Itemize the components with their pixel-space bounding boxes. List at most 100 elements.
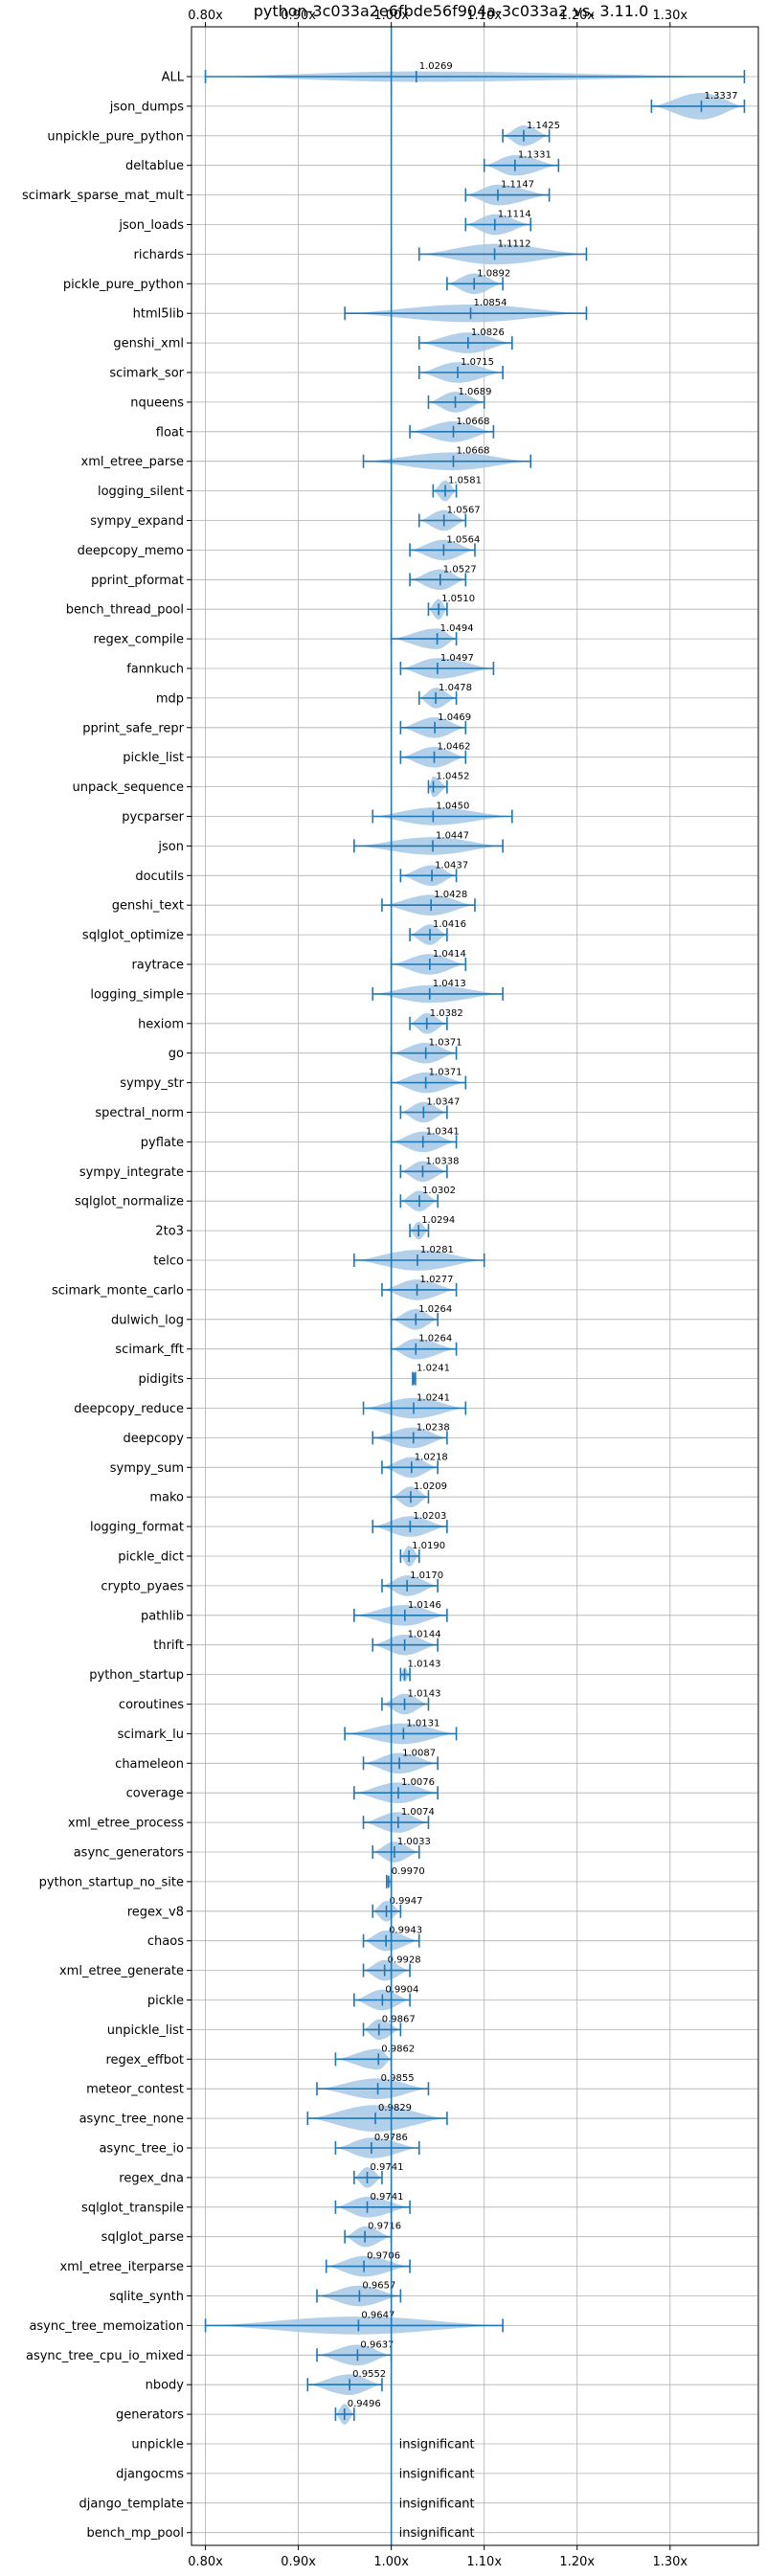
benchmark-label: dulwich_log — [111, 1313, 184, 1327]
benchmark-label: django_template — [79, 2497, 184, 2511]
value-label: 1.0076 — [401, 1777, 435, 1788]
benchmark-label: scimark_lu — [118, 1728, 184, 1742]
benchmark-label: pycparser — [122, 810, 184, 825]
value-label: 1.0715 — [461, 357, 494, 368]
value-label: 1.0143 — [408, 1660, 441, 1670]
value-label: 1.0238 — [417, 1422, 450, 1433]
value-label: 0.9862 — [381, 2044, 415, 2054]
value-label: 0.9657 — [362, 2281, 395, 2292]
value-label: 1.0144 — [408, 1630, 441, 1640]
chart-title: python-3c033a2e6fbde56f904a-3c033a2 vs. … — [254, 2, 649, 20]
benchmark-label: float — [156, 425, 184, 440]
benchmark-label: scimark_sor — [109, 367, 184, 381]
value-label: 1.0462 — [437, 742, 470, 753]
value-label: 1.0668 — [456, 417, 489, 427]
value-label: 0.9496 — [348, 2399, 381, 2409]
value-label: 1.0264 — [418, 1304, 452, 1315]
value-label: 0.9647 — [361, 2310, 394, 2320]
value-label: 1.0347 — [426, 1097, 460, 1108]
benchmark-label: coverage — [126, 1787, 184, 1801]
benchmark-label: pickle_pure_python — [63, 278, 184, 292]
value-label: 1.0203 — [413, 1511, 446, 1522]
value-label: 1.0087 — [402, 1748, 436, 1758]
x-tick-label-top: 1.30x — [652, 9, 687, 23]
value-label: 0.9947 — [390, 1896, 423, 1907]
value-label: 1.1425 — [527, 121, 560, 131]
value-label: 1.0437 — [435, 860, 468, 870]
value-label: 1.0854 — [474, 298, 507, 308]
value-label: 1.0567 — [447, 506, 481, 516]
value-label: 0.9970 — [392, 1866, 425, 1877]
value-label: 1.0241 — [417, 1393, 450, 1404]
benchmark-label: regex_compile — [93, 633, 184, 647]
benchmark-label: deltablue — [125, 159, 184, 173]
value-label: 1.0447 — [436, 830, 469, 841]
benchmark-label: async_tree_none — [79, 2113, 184, 2127]
x-tick-label-top: 1.00x — [373, 9, 409, 23]
benchmark-label: coroutines — [119, 1698, 184, 1712]
plot-frame — [191, 26, 759, 2546]
benchmark-label: deepcopy_reduce — [74, 1402, 184, 1416]
value-label: 1.0469 — [438, 712, 471, 723]
benchmark-label: pidigits — [139, 1372, 185, 1387]
value-label: 1.0689 — [459, 387, 492, 397]
benchmark-label: pprint_pformat — [91, 574, 184, 588]
benchmark-label: genshi_xml — [113, 337, 184, 351]
benchmark-label: xml_etree_iterparse — [59, 2260, 184, 2274]
insignificant-label: insignificant — [399, 2438, 475, 2452]
benchmark-label: pyflate — [141, 1136, 184, 1150]
benchmark-label: xml_etree_process — [68, 1817, 184, 1831]
value-label: 1.0450 — [436, 802, 469, 812]
insignificant-label: insignificant — [399, 2526, 475, 2541]
value-label: 1.1147 — [501, 180, 534, 191]
benchmark-label: pathlib — [141, 1609, 184, 1623]
benchmark-label: pickle — [147, 1994, 184, 2008]
value-label: 1.0428 — [434, 890, 467, 900]
benchmark-label: html5lib — [133, 307, 184, 322]
benchmark-label: chameleon — [115, 1757, 184, 1772]
benchmark-label: sqlglot_normalize — [75, 1195, 184, 1209]
x-tick-label-bottom: 0.90x — [281, 2555, 316, 2569]
benchmark-label: pickle_dict — [118, 1550, 184, 1565]
benchmark-label: crypto_pyaes — [101, 1579, 184, 1593]
benchmark-label: scimark_fft — [115, 1343, 184, 1357]
value-label: 0.9855 — [381, 2073, 415, 2084]
benchmark-label: telco — [153, 1254, 184, 1269]
x-tick-label-top: 0.90x — [281, 9, 316, 23]
value-label: 1.0294 — [421, 1215, 455, 1226]
value-label: 1.0413 — [433, 979, 466, 989]
benchmark-label: sqlglot_optimize — [82, 929, 184, 943]
benchmark-label: sympy_expand — [90, 514, 184, 529]
x-tick-label-bottom: 1.30x — [652, 2555, 687, 2569]
value-label: 1.0564 — [446, 534, 480, 545]
value-label: 1.0281 — [420, 1245, 454, 1255]
benchmark-label: unpickle_pure_python — [47, 129, 184, 144]
benchmark-label: deepcopy_memo — [78, 544, 184, 558]
x-tick-label-bottom: 1.00x — [373, 2555, 409, 2569]
value-label: 1.0146 — [408, 1600, 441, 1611]
x-tick-label-top: 1.20x — [559, 9, 595, 23]
value-label: 1.0341 — [426, 1126, 460, 1137]
value-label: 0.9716 — [368, 2222, 401, 2232]
value-label: 1.0826 — [471, 328, 505, 338]
benchmark-label: bench_thread_pool — [66, 603, 184, 618]
value-label: 1.0497 — [440, 653, 474, 664]
benchmark-label: logging_format — [90, 1521, 184, 1535]
value-label: 1.0510 — [441, 594, 475, 604]
benchmark-label: xml_etree_parse — [81, 455, 184, 469]
value-label: 1.0371 — [429, 1038, 462, 1049]
benchmark-label: python_startup — [89, 1668, 184, 1683]
value-label: 1.1114 — [498, 210, 531, 220]
value-label: 1.0892 — [477, 268, 510, 279]
benchmark-label: chaos — [147, 1934, 184, 1949]
benchmark-label: async_tree_io — [99, 2142, 184, 2157]
value-label: 1.1331 — [518, 150, 552, 161]
value-label: 1.0209 — [414, 1481, 447, 1492]
x-tick-label-bottom: 1.10x — [466, 2555, 502, 2569]
benchmark-label: logging_silent — [98, 485, 184, 499]
benchmark-label: scimark_monte_carlo — [52, 1283, 184, 1298]
benchmark-label: mako — [149, 1491, 184, 1505]
marks-layer: 1.0269 1.3337 1.1425 1.1331 1.1147 1.1114 1.11… — [204, 27, 746, 2545]
value-label: 1.0131 — [406, 1718, 439, 1729]
